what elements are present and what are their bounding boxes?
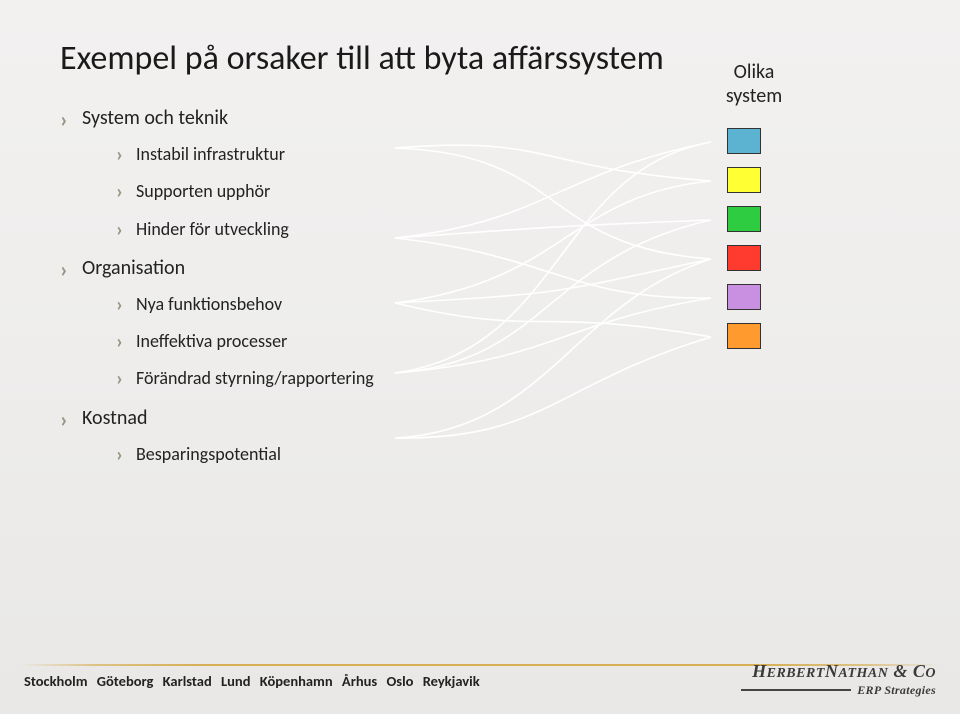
- sub-bullet-label: Förändrad styrning/rapportering: [136, 367, 374, 389]
- network-diagram: [383, 68, 843, 508]
- sub-bullet-label: Supporten upphör: [136, 180, 270, 202]
- logo-sub: ERP Strategies: [741, 684, 936, 696]
- logo-sub-text: ERP Strategies: [857, 684, 936, 696]
- bullet-label: Organisation: [82, 256, 185, 280]
- sub-bullet-label: Ineffektiva processer: [136, 330, 287, 352]
- footer-logo: HERBERTNATHAN & CO ERP Strategies: [741, 662, 936, 696]
- slide-footer: Stockholm Göteborg Karlstad Lund Köpenha…: [0, 634, 960, 714]
- sub-bullet-label: Hinder för utveckling: [136, 218, 289, 240]
- logo-sub-bar: [741, 689, 851, 691]
- sub-bullet-label: Besparingspotential: [136, 443, 281, 465]
- network-svg: [383, 68, 843, 508]
- sub-bullet-label: Instabil infrastruktur: [136, 143, 285, 165]
- sub-bullet-label: Nya funktionsbehov: [136, 293, 282, 315]
- logo-main-text: HERBERTNATHAN & CO: [741, 662, 936, 681]
- bullet-label: System och teknik: [82, 106, 228, 130]
- network-edges: [395, 142, 711, 438]
- slide: Exempel på orsaker till att byta affärss…: [0, 0, 960, 714]
- bullet-label: Kostnad: [82, 406, 147, 430]
- footer-cities: Stockholm Göteborg Karlstad Lund Köpenha…: [24, 672, 480, 690]
